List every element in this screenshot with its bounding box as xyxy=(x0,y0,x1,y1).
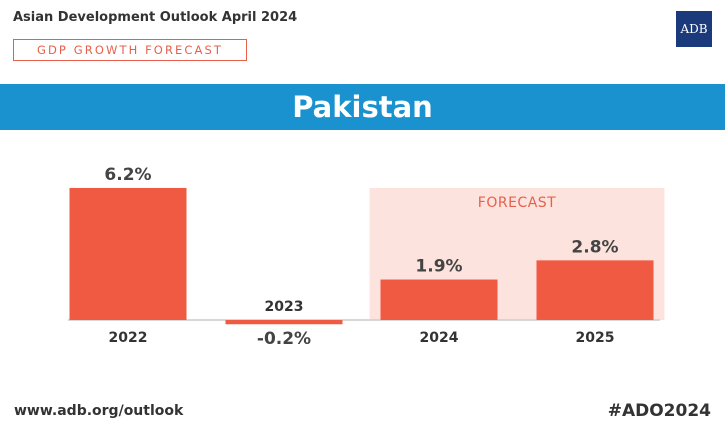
value-label-2024: 1.9% xyxy=(415,257,462,277)
category-label-2024: 2024 xyxy=(420,330,459,346)
value-label-2023: -0.2% xyxy=(257,329,311,349)
category-label-2025: 2025 xyxy=(576,330,615,346)
country-banner: Pakistan xyxy=(0,84,725,130)
section-label: GDP GROWTH FORECAST xyxy=(13,39,247,61)
footer-hashtag: #ADO2024 xyxy=(607,401,711,421)
gdp-bar-chart: FORECAST 6.2% 2022 -0.2% 2023 1.9% 2024 2.8% 202… xyxy=(68,165,665,349)
bar-2025 xyxy=(536,260,654,320)
value-label-2025: 2.8% xyxy=(571,237,618,257)
report-title: Asian Development Outlook April 2024 xyxy=(13,10,298,25)
bar-2024 xyxy=(380,279,498,320)
forecast-label: FORECAST xyxy=(478,195,556,211)
bar-2023 xyxy=(225,320,343,325)
footer-url[interactable]: www.adb.org/outlook xyxy=(14,403,184,419)
country-title: Pakistan xyxy=(292,90,433,124)
category-label-2022: 2022 xyxy=(109,330,148,346)
value-label-2022: 6.2% xyxy=(104,165,151,185)
category-label-2023: 2023 xyxy=(265,299,304,315)
bar-2022 xyxy=(69,187,187,320)
adb-logo: ADB xyxy=(676,11,712,47)
